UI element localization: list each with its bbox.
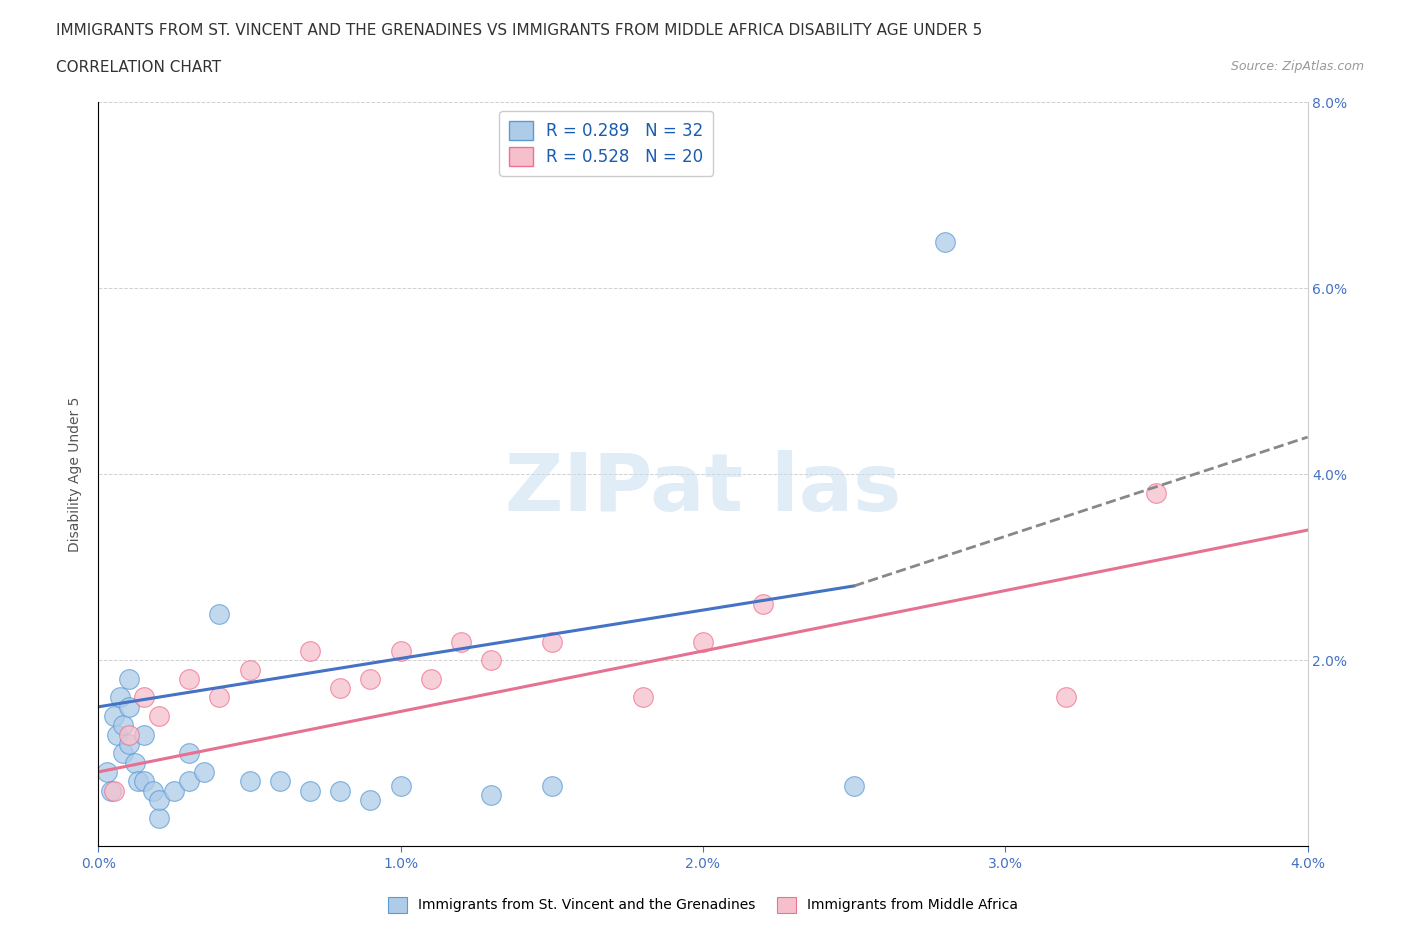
Text: IMMIGRANTS FROM ST. VINCENT AND THE GRENADINES VS IMMIGRANTS FROM MIDDLE AFRICA : IMMIGRANTS FROM ST. VINCENT AND THE GREN…	[56, 23, 983, 38]
Point	[239, 774, 262, 789]
Point	[148, 792, 170, 807]
Point	[299, 644, 322, 658]
Point	[631, 690, 654, 705]
Point	[179, 774, 201, 789]
Point	[329, 783, 352, 798]
Text: CORRELATION CHART: CORRELATION CHART	[56, 60, 221, 75]
Point	[239, 662, 262, 677]
Point	[752, 597, 775, 612]
Point	[163, 783, 186, 798]
Point	[105, 727, 128, 742]
Point	[100, 783, 122, 798]
Point	[103, 783, 125, 798]
Point	[329, 681, 352, 696]
Point	[481, 653, 503, 668]
Point	[124, 755, 146, 770]
Point	[132, 774, 155, 789]
Point	[692, 634, 714, 649]
Point	[132, 690, 155, 705]
Point	[541, 778, 564, 793]
Point	[127, 774, 149, 789]
Point	[1146, 485, 1168, 500]
Point	[269, 774, 291, 789]
Point	[111, 746, 134, 761]
Point	[208, 690, 231, 705]
Point	[420, 671, 443, 686]
Point	[108, 690, 131, 705]
Point	[450, 634, 472, 649]
Point	[103, 709, 125, 724]
Point	[111, 718, 134, 733]
Point	[389, 644, 412, 658]
Point	[1054, 690, 1077, 705]
Point	[360, 792, 382, 807]
Point	[299, 783, 322, 798]
Point	[179, 746, 201, 761]
Point	[541, 634, 564, 649]
Point	[179, 671, 201, 686]
Point	[118, 671, 141, 686]
Text: ZIPat las: ZIPat las	[505, 450, 901, 528]
Point	[118, 737, 141, 751]
Legend: Immigrants from St. Vincent and the Grenadines, Immigrants from Middle Africa: Immigrants from St. Vincent and the Gren…	[382, 891, 1024, 919]
Point	[96, 764, 118, 779]
Point	[142, 783, 165, 798]
Text: Source: ZipAtlas.com: Source: ZipAtlas.com	[1230, 60, 1364, 73]
Point	[208, 606, 231, 621]
Legend: R = 0.289   N = 32, R = 0.528   N = 20: R = 0.289 N = 32, R = 0.528 N = 20	[499, 111, 713, 176]
Point	[118, 699, 141, 714]
Point	[148, 709, 170, 724]
Point	[844, 778, 866, 793]
Point	[148, 811, 170, 826]
Point	[934, 234, 956, 249]
Point	[360, 671, 382, 686]
Point	[389, 778, 412, 793]
Y-axis label: Disability Age Under 5: Disability Age Under 5	[69, 396, 83, 552]
Point	[193, 764, 215, 779]
Point	[118, 727, 141, 742]
Point	[481, 788, 503, 803]
Point	[132, 727, 155, 742]
